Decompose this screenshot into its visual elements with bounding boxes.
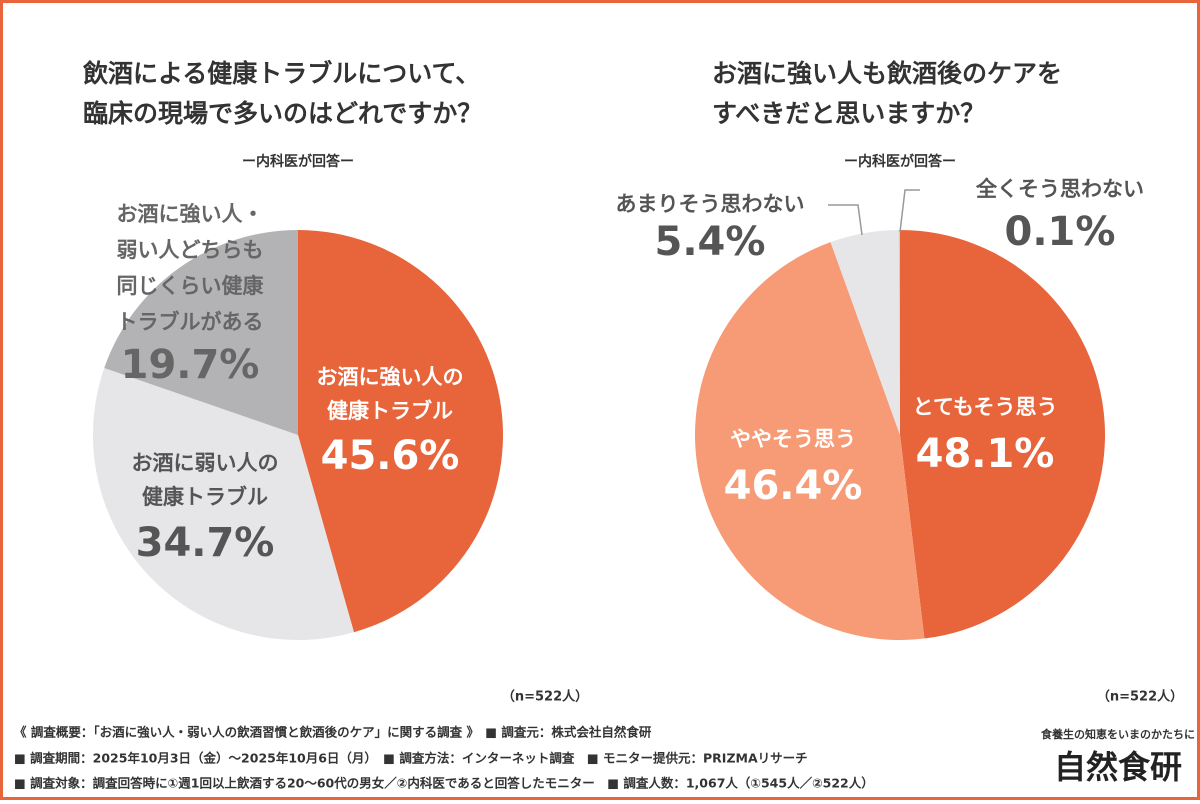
pie-slice — [298, 229, 504, 633]
slice-label: 全くそう思わない — [975, 177, 1144, 201]
slice-value-label: 46.4% — [724, 463, 863, 509]
pie-slice — [900, 230, 1106, 639]
survey-note: 《 調査概要：「お酒に強い人・弱い人の飲酒習慣と飲酒後のケア」に関する調査 》 … — [14, 725, 652, 740]
chart-subtitle: ー内科医が回答ー — [242, 153, 354, 170]
slice-label: お酒に強い人の健康トラブル — [317, 365, 464, 423]
pie-slice — [898, 230, 900, 435]
slice-value-label: 5.4% — [655, 219, 766, 265]
chart-title: 飲酒による健康トラブルについて、臨床の現場で多いのはどれですか？ — [82, 59, 482, 128]
leader-line — [828, 204, 863, 236]
pie-slice — [104, 229, 298, 435]
brand-tagline: 食養生の知恵をいまのかたちに — [1041, 727, 1195, 741]
pie-slice — [830, 230, 900, 435]
slice-value-label: 45.6% — [321, 433, 460, 479]
slice-label: とてもそう思う — [913, 395, 1058, 419]
survey-note: ■ 調査期間：2025年10月3日（金）～2025年10月6日（月） ■ 調査方… — [14, 751, 808, 766]
slice-label: あまりそう思わない — [616, 192, 805, 216]
pie-slice — [92, 367, 354, 641]
sample-note: （n=522人） — [1097, 689, 1183, 705]
slice-value-label: 19.7% — [121, 342, 260, 388]
survey-note: ■ 調査対象：調査回答時に①週1回以上飲酒する20～60代の男女／②内科医である… — [14, 776, 874, 791]
chart-subtitle: ー内科医が回答ー — [844, 153, 956, 170]
slice-value-label: 48.1% — [916, 431, 1055, 477]
chart-title: お酒に強い人も飲酒後のケアをすべきだと思いますか？ — [712, 59, 1062, 128]
slice-label: お酒に弱い人の健康トラブル — [132, 451, 279, 509]
slice-label: ややそう思う — [730, 427, 856, 451]
sample-note: （n=522人） — [502, 689, 588, 705]
slice-label: お酒に強い人・弱い人どちらも同じくらい健康トラブルがある — [117, 202, 265, 334]
slice-value-label: 34.7% — [136, 520, 275, 566]
pie-slice — [695, 242, 925, 640]
slice-value-label: 0.1% — [1005, 209, 1116, 255]
leader-line — [899, 189, 920, 233]
brand-name: 自然食研 — [1054, 748, 1182, 786]
